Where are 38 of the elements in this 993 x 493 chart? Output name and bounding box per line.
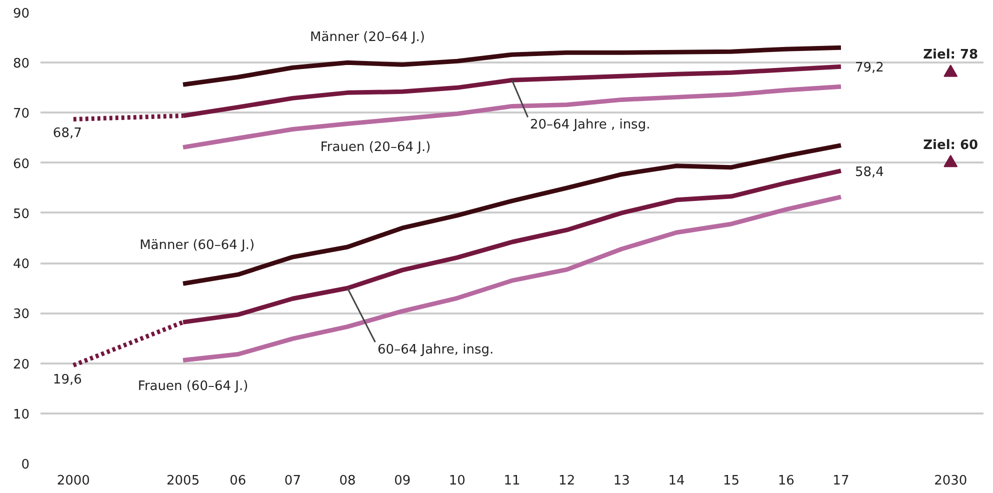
- x-tick-label: 06: [230, 474, 246, 488]
- x-tick-label: 08: [339, 474, 356, 488]
- text: Frauen (60–64 J.): [138, 378, 248, 394]
- data-label: Ziel: 60: [923, 138, 978, 153]
- x-tick-label: 10: [448, 474, 466, 488]
- line-series: [180, 45, 844, 87]
- text: 60–64 Jahre, insg.: [378, 342, 494, 358]
- x-tick-label: 09: [394, 474, 411, 488]
- y-tick-label: 60: [12, 156, 30, 172]
- y-tick-label: 10: [12, 407, 30, 422]
- series-label: Frauen (20–64 J.): [320, 140, 431, 156]
- y-tick-label: 80: [12, 56, 30, 72]
- y-tick-label: 50: [12, 206, 30, 222]
- x-tick-label: 2005: [166, 474, 200, 488]
- x-tick-label: 12: [558, 474, 576, 488]
- x-tick-label: 2000: [56, 474, 90, 488]
- series-label: Männer (60–64 J.): [140, 238, 255, 254]
- data-label: 19,6: [52, 372, 82, 388]
- data-label: 58,4: [854, 164, 884, 180]
- x-tick-label: 13: [613, 474, 630, 488]
- data-label: 68,7: [52, 126, 82, 142]
- x-tick-label: 07: [284, 474, 301, 488]
- y-tick-label: 30: [12, 307, 30, 322]
- y-tick-label: 0: [21, 458, 30, 472]
- text: 20–64 Jahre , insg.: [530, 118, 650, 133]
- x-tick-label: 14: [668, 474, 685, 488]
- y-tick-label: 20: [12, 357, 30, 372]
- x-tick-label: 2030: [934, 474, 968, 488]
- x-tick-label: 11: [504, 474, 520, 488]
- data-label: Ziel: 78: [923, 48, 978, 63]
- x-tick-label: 15: [723, 474, 740, 488]
- x-tick-label: 16: [778, 474, 794, 488]
- y-tick-label: 90: [12, 6, 30, 22]
- series-label: Männer (20–64 J.): [310, 30, 426, 46]
- x-tick-label: 17: [832, 474, 850, 488]
- y-tick-label: 40: [12, 257, 30, 272]
- data-label: 79,2: [854, 60, 884, 76]
- y-tick-label: 70: [12, 106, 30, 122]
